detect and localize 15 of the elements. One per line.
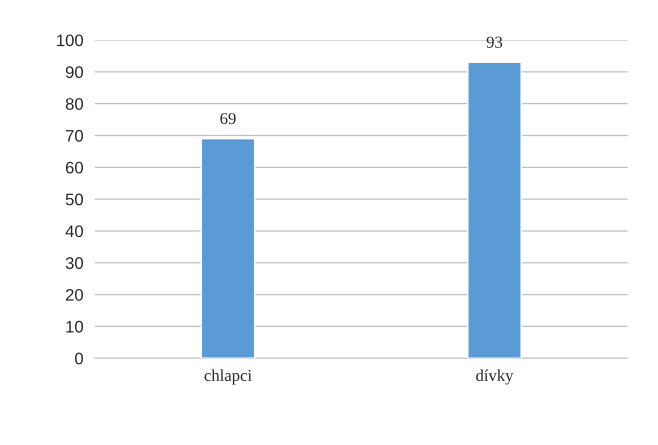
y-tick-label: 80 bbox=[66, 98, 83, 110]
y-tick-label: 70 bbox=[66, 130, 83, 142]
y-tick-label: 20 bbox=[66, 288, 83, 301]
y-tick-label: 60 bbox=[66, 162, 83, 174]
data-label: 69 bbox=[220, 112, 236, 124]
y-tick-label: 90 bbox=[66, 66, 83, 78]
y-tick-label: 50 bbox=[66, 194, 83, 206]
y-tick-label: 100 bbox=[57, 34, 83, 46]
data-label: 93 bbox=[486, 36, 502, 48]
x-tick-label: chlapci bbox=[204, 369, 252, 384]
y-tick-label: 30 bbox=[66, 257, 83, 269]
y-tick-label: 10 bbox=[66, 320, 83, 333]
x-tick-label: dívky bbox=[476, 369, 514, 385]
y-tick-label: 40 bbox=[65, 225, 83, 238]
y-tick-label: 0 bbox=[75, 352, 83, 364]
